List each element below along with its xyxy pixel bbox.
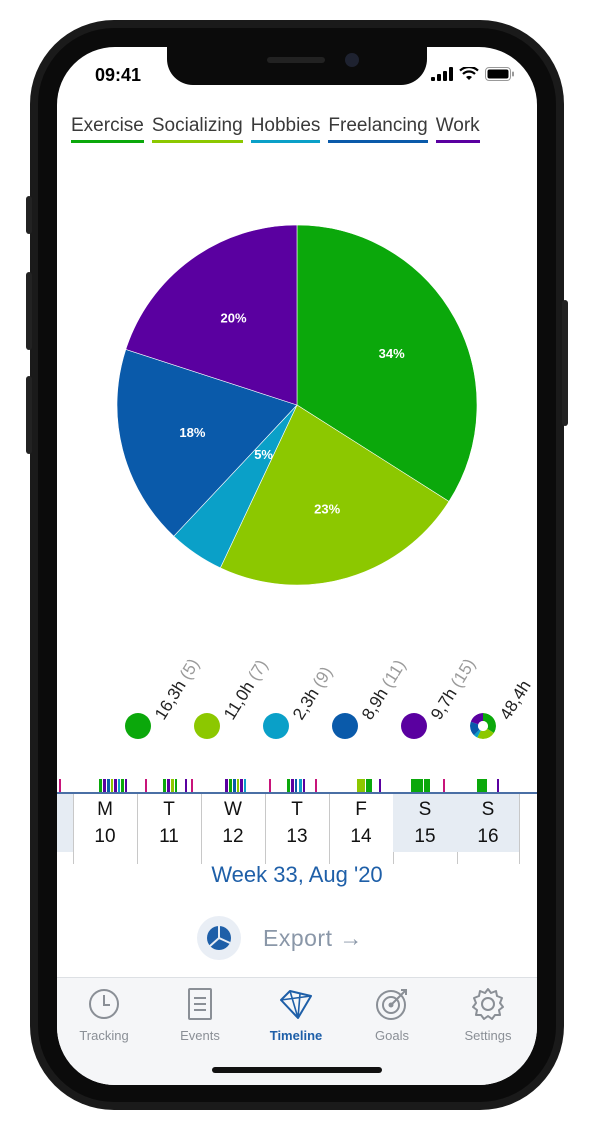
stat-work[interactable]: 9,7h (15)	[373, 645, 479, 745]
activity-strip-svg	[59, 779, 499, 793]
target-icon	[376, 989, 407, 1020]
day-saturday[interactable]: S 15	[393, 794, 457, 852]
tab-goals[interactable]: Goals	[347, 986, 437, 1043]
legend-item-hobbies[interactable]: Hobbies	[250, 115, 321, 143]
tab-tracking[interactable]: Tracking	[59, 986, 149, 1043]
battery-icon	[485, 67, 514, 81]
stat-freelancing[interactable]: 8,9h (11)	[304, 645, 410, 745]
day-tuesday[interactable]: T 11	[138, 794, 200, 852]
tab-label: Timeline	[269, 1028, 323, 1043]
week-label[interactable]: Week 33, Aug '20	[211, 862, 383, 887]
stat-total[interactable]: 48,4h	[442, 645, 535, 745]
tab-timeline[interactable]: Timeline	[251, 986, 341, 1043]
day-of-week: M	[97, 799, 113, 820]
timeline-axis	[57, 792, 537, 794]
stat-dot	[332, 713, 358, 739]
previous-week-edge[interactable]	[57, 794, 73, 852]
app-screen: 09:41 Exercise Socializing Hobbies Freel…	[57, 47, 537, 1085]
tab-events[interactable]: Events	[155, 986, 245, 1043]
wifi-icon	[459, 67, 479, 80]
tab-label: Goals	[375, 1028, 409, 1043]
stat-socializing[interactable]: 11,0h (7)	[166, 645, 272, 745]
pie-label-work: 20%	[221, 311, 247, 326]
document-icon	[188, 988, 212, 1020]
home-indicator[interactable]	[212, 1067, 382, 1073]
pie-slice-socializing[interactable]	[219, 404, 450, 586]
front-camera	[345, 53, 359, 67]
pie-chart-icon[interactable]	[197, 916, 241, 960]
day-of-week: S	[418, 799, 432, 820]
pie-slice-exercise[interactable]	[296, 224, 478, 502]
stat-exercise[interactable]: 16,3h (5)	[97, 645, 203, 745]
export-row[interactable]: Export →	[197, 915, 363, 961]
stat-dot	[401, 713, 427, 739]
stat-dot	[263, 713, 289, 739]
stat-label: 48,4h	[496, 676, 535, 724]
day-separator	[519, 794, 520, 864]
week-activity-strip[interactable]	[57, 775, 537, 793]
pie-label-hobbies: 5%	[254, 447, 273, 462]
gear-icon	[472, 988, 504, 1020]
day-of-week: S	[481, 799, 495, 820]
legend-item-socializing[interactable]: Socializing	[151, 115, 243, 143]
category-legend: Exercise Socializing Hobbies Freelancing…	[71, 115, 531, 143]
day-monday[interactable]: M 10	[74, 794, 136, 852]
status-icons	[431, 67, 515, 81]
pie-label-socializing: 23%	[314, 502, 340, 517]
category-totals: 16,3h (5) 11,0h (7) 2,3h (9) 8,9h (11) 9…	[57, 645, 537, 745]
silent-switch	[26, 196, 32, 234]
day-number: 16	[477, 826, 499, 847]
pie-slice-work[interactable]	[125, 224, 298, 406]
stat-dot	[125, 713, 151, 739]
speaker	[267, 57, 325, 63]
power-button	[562, 300, 568, 426]
day-number: 11	[159, 826, 179, 847]
cellular-signal-icon	[431, 67, 453, 81]
legend-item-exercise[interactable]: Exercise	[71, 115, 144, 143]
time-pie-chart[interactable]: 34% 23% 5% 18% 20%	[107, 215, 487, 595]
clock-icon	[89, 989, 119, 1019]
pie-label-exercise: 34%	[379, 346, 405, 361]
day-separator	[201, 794, 202, 864]
day-separator	[137, 794, 138, 864]
day-number: 13	[286, 826, 308, 847]
stat-dot	[194, 713, 220, 739]
tab-label: Settings	[464, 1028, 512, 1043]
status-time: 09:41	[95, 65, 142, 85]
day-number: 14	[350, 826, 372, 847]
legend-item-work[interactable]: Work	[435, 115, 480, 143]
week-day-selector: M 10 T 11 W 12 T 13 F 14 S 15 S	[57, 794, 537, 864]
day-of-week: T	[291, 799, 303, 820]
legend-item-freelancing[interactable]: Freelancing	[328, 115, 428, 143]
notch	[167, 47, 427, 85]
day-number: 10	[94, 826, 116, 847]
day-number: 12	[222, 826, 244, 847]
pie-chart-svg: 34% 23% 5% 18% 20%	[116, 224, 478, 586]
tab-label: Events	[180, 1028, 220, 1043]
day-of-week: T	[163, 799, 175, 820]
day-friday[interactable]: F 14	[330, 794, 392, 852]
day-separator	[265, 794, 266, 864]
day-separator	[329, 794, 330, 864]
stat-hobbies[interactable]: 2,3h (9)	[235, 645, 336, 745]
pie-label-freelancing: 18%	[179, 425, 205, 440]
volume-up-button	[26, 272, 32, 350]
day-sunday[interactable]: S 16	[457, 794, 519, 852]
day-wednesday[interactable]: W 12	[202, 794, 264, 852]
day-of-week: W	[224, 799, 242, 820]
volume-down-button	[26, 376, 32, 454]
day-number: 15	[414, 826, 436, 847]
tab-label: Tracking	[79, 1028, 129, 1043]
pie-slice-freelancing[interactable]	[116, 348, 298, 537]
export-button[interactable]: Export →	[263, 924, 363, 951]
diamond-icon	[280, 990, 312, 1019]
mini-pie-icon	[470, 713, 496, 739]
day-of-week: F	[355, 799, 367, 820]
day-separator	[73, 794, 74, 864]
tab-settings[interactable]: Settings	[443, 986, 533, 1043]
day-thursday[interactable]: T 13	[266, 794, 328, 852]
